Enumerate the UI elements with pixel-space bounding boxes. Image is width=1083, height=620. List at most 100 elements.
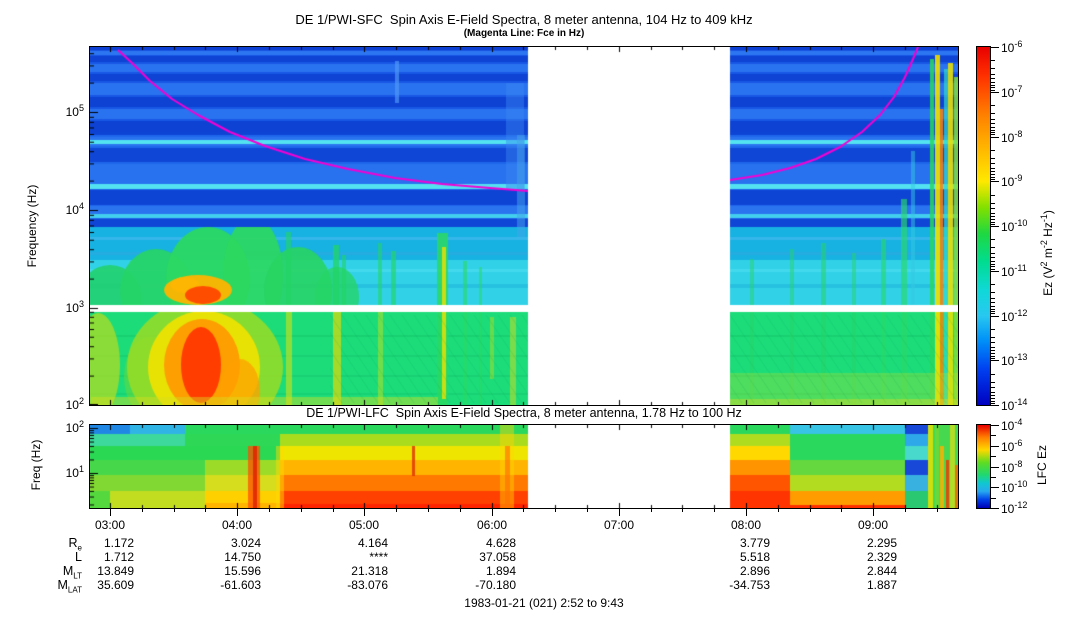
axis-tick <box>991 395 995 396</box>
ephemeris-value: 21.318 <box>351 564 388 578</box>
axis-tick <box>991 85 995 86</box>
colorbar-tick-label: 10-12 <box>1001 500 1028 516</box>
axis-tick <box>991 403 995 404</box>
ephemeris-value: -83.076 <box>347 578 388 592</box>
y-axis-tick-label: 101 <box>65 464 84 480</box>
axis-tick <box>991 224 995 225</box>
x-axis-label: 04:00 <box>221 518 253 532</box>
axis-tick <box>810 508 811 512</box>
axis-tick <box>991 119 995 120</box>
axis-tick <box>991 127 995 128</box>
colorbar-tick-label: 10-8 <box>1001 458 1023 475</box>
axis-tick <box>619 508 620 516</box>
axis-tick <box>110 508 111 516</box>
colorbar-tick-label: 10-9 <box>1001 173 1023 190</box>
y-axis-tick-label: 103 <box>65 299 84 315</box>
axis-tick <box>460 508 461 512</box>
axis-tick <box>991 269 995 270</box>
axis-tick <box>991 208 995 209</box>
sfc-subtitle: (Magenta Line: Fce in Hz) <box>463 28 585 39</box>
lfc-title: DE 1/PWI-LFC Spin Axis E-Field Spectra, … <box>306 406 742 420</box>
axis-tick <box>991 78 995 79</box>
axis-tick <box>991 105 995 106</box>
sfc-y-axis-label: Frequency (Hz) <box>25 184 39 268</box>
axis-tick <box>991 181 999 182</box>
ephemeris-value: 1.172 <box>103 536 134 550</box>
axis-tick <box>991 150 995 151</box>
y-axis-tick-label: 102 <box>65 419 84 435</box>
caption: 1983-01-21 (021) 2:52 to 9:43 <box>464 596 624 610</box>
ephemeris-value: 1.894 <box>485 564 516 578</box>
ephemeris-value: 1.712 <box>103 550 134 564</box>
axis-tick <box>991 508 999 509</box>
ephemeris-row-label: MLAT <box>57 578 83 595</box>
x-axis-label: 07:00 <box>603 518 635 532</box>
axis-tick <box>174 508 175 512</box>
axis-tick <box>991 168 995 169</box>
axis-tick <box>991 68 995 69</box>
axis-tick <box>991 134 995 135</box>
axis-tick <box>991 239 995 240</box>
colorbar-tick-label: 10-11 <box>1001 262 1027 279</box>
y-axis-tick-label: 102 <box>65 396 84 412</box>
axis-tick <box>991 498 996 499</box>
ephemeris-row-label: MLT <box>62 564 82 581</box>
x-axis-label: 09:00 <box>857 518 889 532</box>
ephemeris-value: 15.596 <box>224 564 261 578</box>
axis-tick <box>991 177 995 178</box>
axis-tick <box>991 222 995 223</box>
axis-tick <box>991 47 999 48</box>
y-axis-tick-label: 104 <box>65 201 84 217</box>
x-axis-label: 05:00 <box>348 518 380 532</box>
y-axis-tick-label: 105 <box>65 103 84 119</box>
axis-tick <box>991 350 995 351</box>
axis-tick <box>587 508 588 512</box>
axis-tick <box>991 353 995 354</box>
axis-tick <box>991 257 995 258</box>
colorbar-tick-label: 10-14 <box>1001 397 1028 413</box>
axis-tick <box>991 90 995 91</box>
axis-tick <box>905 508 906 512</box>
axis-tick <box>333 508 334 512</box>
ephemeris-value: 2.295 <box>866 536 897 550</box>
axis-tick <box>991 261 995 262</box>
axis-tick <box>682 508 683 512</box>
axis-tick <box>991 213 995 214</box>
axis-tick <box>991 92 999 93</box>
axis-tick <box>991 158 995 159</box>
axis-tick <box>991 113 995 114</box>
axis-tick <box>991 123 995 124</box>
axis-tick <box>301 508 302 512</box>
axis-tick <box>991 392 995 393</box>
axis-tick <box>492 508 493 516</box>
axis-tick <box>991 347 995 348</box>
ephemeris-value: -61.603 <box>220 578 261 592</box>
axis-tick <box>991 467 999 468</box>
axis-tick <box>991 216 995 217</box>
axis-tick <box>269 508 270 512</box>
axis-tick <box>991 446 999 447</box>
axis-tick <box>991 311 995 312</box>
colorbar-tick-label: 10-8 <box>1001 128 1023 145</box>
axis-tick <box>991 130 995 131</box>
colorbar-tick-label: 10-10 <box>1001 479 1028 496</box>
axis-tick <box>991 387 995 388</box>
axis-tick <box>991 382 995 383</box>
axis-tick <box>555 508 556 512</box>
colorbar-tick-label: 10-4 <box>1001 417 1023 433</box>
colorbar-tick-label: 10-6 <box>1001 437 1023 454</box>
lfc-spectrogram <box>89 424 959 509</box>
axis-tick <box>991 405 999 406</box>
axis-tick <box>991 360 999 361</box>
axis-tick <box>991 456 996 457</box>
axis-tick <box>991 137 999 138</box>
axis-tick <box>142 508 143 512</box>
axis-tick <box>991 306 995 307</box>
ephemeris-value: 5.518 <box>739 550 770 564</box>
axis-tick <box>991 477 996 478</box>
axis-tick <box>991 309 995 310</box>
axis-tick <box>991 179 995 180</box>
axis-tick <box>991 358 995 359</box>
axis-tick <box>237 508 238 516</box>
ephemeris-value: 2.844 <box>866 564 897 578</box>
